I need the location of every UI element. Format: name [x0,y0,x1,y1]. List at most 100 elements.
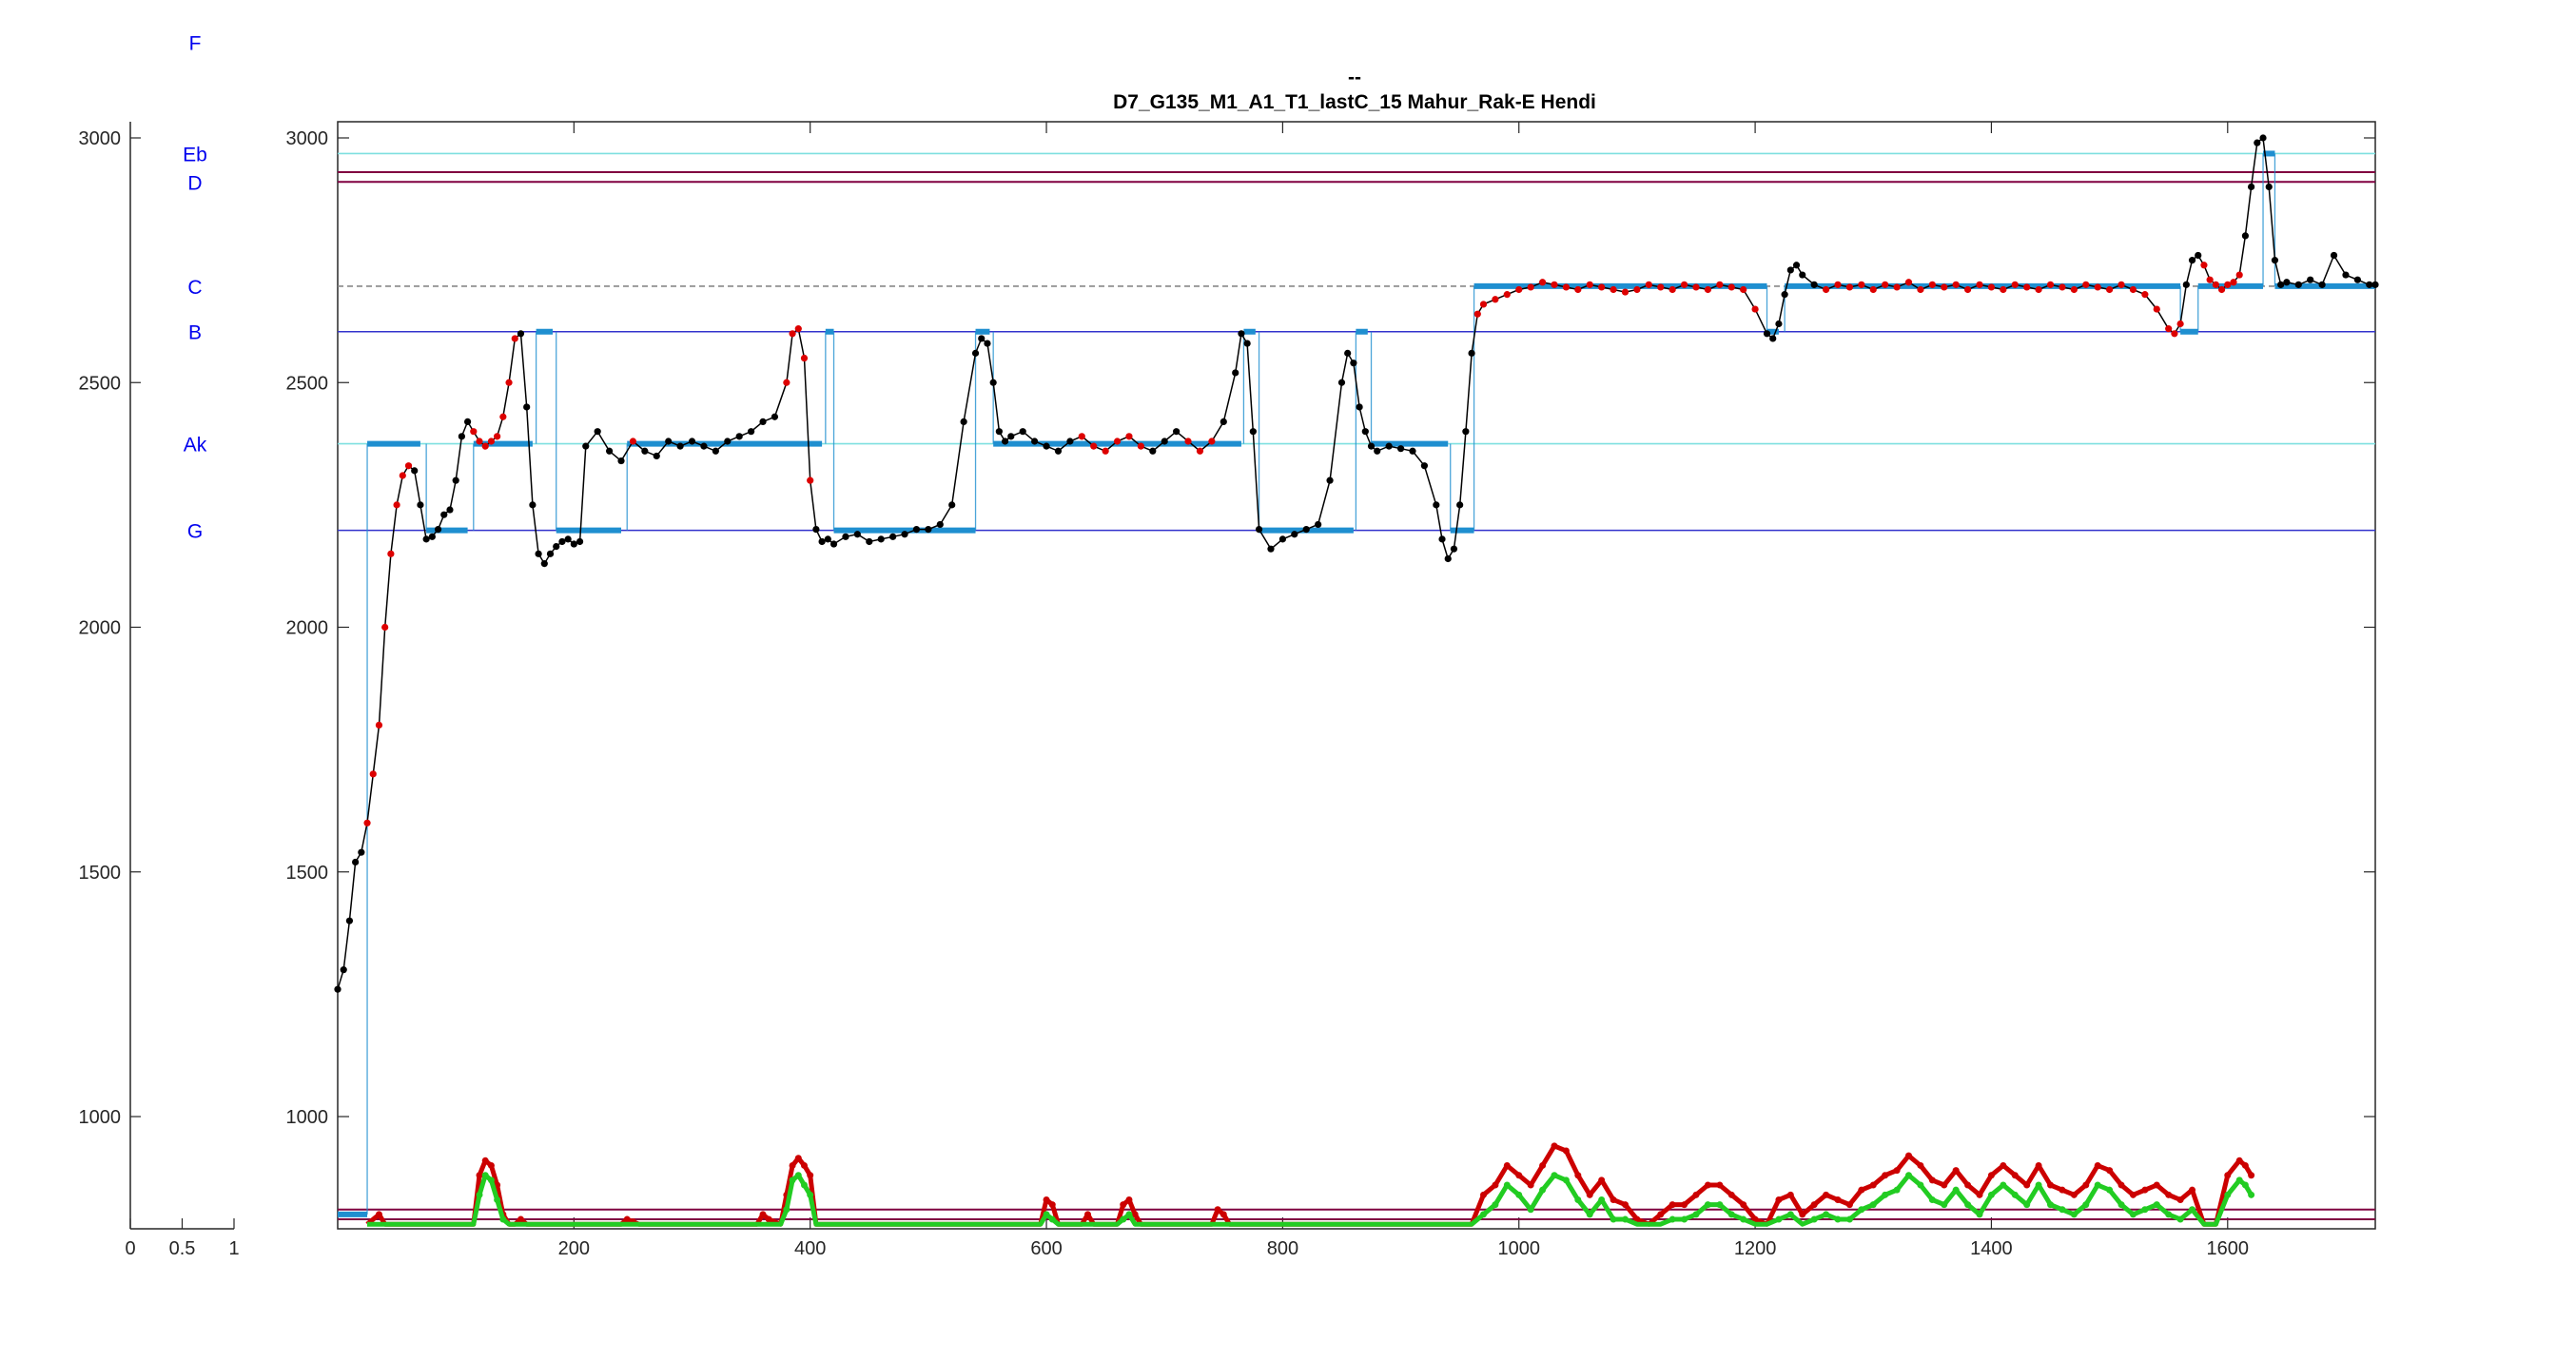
pitch-point [877,535,885,543]
pitch-point [481,442,489,450]
note-y-tick-label: 3000 [79,128,122,149]
pitch-point [446,506,454,514]
pitch-point [812,526,820,534]
energy-red-line-point [1740,1201,1747,1209]
energy-red-line-point [2165,1191,2173,1198]
energy-green-line-point [2129,1211,2137,1218]
energy-green-line-point [2153,1201,2160,1209]
note-label-eb: Eb [183,144,207,165]
energy-green-line-point [1610,1215,1617,1223]
energy-green-line-point [2047,1201,2055,1209]
energy-red-line-point [2117,1181,2125,1189]
energy-red-line-point [1941,1181,1948,1189]
pitch-point [1952,281,1960,288]
energy-red-line-point [1131,1211,1139,1218]
energy-green-line-point [1120,1215,1127,1223]
energy-red-line-point [2248,1172,2255,1179]
energy-red-line-point [1823,1191,1830,1198]
energy-red-line-point [759,1211,767,1218]
energy-red-line-point [1799,1211,1806,1218]
pitch-point [1893,283,1901,291]
energy-green-line-point [1681,1215,1688,1223]
pitch-point [2371,281,2379,288]
main-axis-xticks: 200 400 600 800 1000 1200 1400 1600 [558,122,2249,1259]
pitch-point [1845,283,1854,291]
energy-green-line-point [1586,1211,1593,1218]
pitch-point [1621,288,1630,296]
energy-green-line-point [499,1215,507,1223]
energy-green-line-point [2082,1201,2090,1209]
pitch-point [1438,535,1446,543]
energy-green-line-point [2106,1186,2114,1194]
pitch-point [1928,281,1936,288]
pitch-point [1433,501,1440,509]
pitch-point [629,437,637,445]
pitch-point [2188,257,2196,264]
pitch-point [2342,271,2350,279]
pitch-point [1775,320,1783,328]
energy-red-line-point [1214,1206,1221,1214]
pitch-point [422,535,430,543]
pitch-point [735,433,743,440]
pitch-point [1356,403,1363,411]
pitch-point [2217,285,2226,294]
pitch-point [1232,369,1239,377]
energy-red-line-point [1704,1181,1711,1189]
x-tick-label: 1200 [1734,1238,1777,1259]
pitch-point [1657,283,1665,291]
pitch-point [1468,349,1475,357]
energy-red-line-point [487,1161,495,1169]
energy-green-line-point [2224,1191,2232,1198]
pitch-point [553,543,560,551]
energy-red-line-point [1586,1191,1593,1198]
pitch-point [866,537,873,546]
pitch-point [1090,442,1098,450]
pitch-point [1374,447,1381,455]
pitch-point [1196,447,1204,455]
pitch-point [1882,281,1889,288]
pitch-point [2059,283,2066,291]
pitch-point [700,442,708,450]
energy-red-line-point [1621,1201,1629,1209]
pitch-point [1396,445,1405,453]
pitch-point [676,442,684,450]
pitch-point [1781,291,1788,299]
pitch-point [363,819,371,826]
note-label-g: G [187,521,203,543]
pitch-point [2182,281,2190,288]
pitch-point [748,428,755,436]
pitch-point [334,985,342,993]
energy-red-line-point [2153,1181,2160,1189]
pitch-point [2277,281,2285,288]
y-tick-label: 2000 [286,618,329,639]
energy-red-line-point [794,1155,802,1162]
energy-green-line-point [1964,1201,1972,1209]
note-y-tick-label: 2500 [79,373,122,394]
x-tick-label: 1000 [1497,1238,1540,1259]
energy-green-line-point [1562,1176,1570,1184]
pitch-point [641,447,649,455]
pitch-point [1249,428,1257,436]
energy-green-line-point [1621,1215,1629,1223]
plot-frame [337,121,2376,1230]
energy-red-line-point [1952,1167,1960,1175]
energy-green-line-point [2117,1201,2125,1209]
pitch-point [1598,283,1606,291]
pitch-point [606,447,614,455]
pitch-point [417,501,424,509]
pitch-point [1869,285,1877,294]
pitch-point [564,535,572,543]
main-axis-yticks: 3000 2500 2000 1500 1000 [286,128,2375,1128]
pitch-point [428,533,436,540]
pitch-point [1456,501,1464,509]
energy-red-line-point [1727,1191,1735,1198]
pitch-point [1740,285,1747,294]
pitch-point [1184,437,1192,445]
energy-green-line-point [1048,1215,1056,1223]
energy-red-line-point [789,1161,796,1169]
pitch-point [535,550,542,557]
energy-green-line-point [1125,1211,1133,1218]
note-label-ak: Ak [184,435,207,457]
energy-red-line-point [1503,1161,1511,1169]
pitch-point [576,537,584,546]
